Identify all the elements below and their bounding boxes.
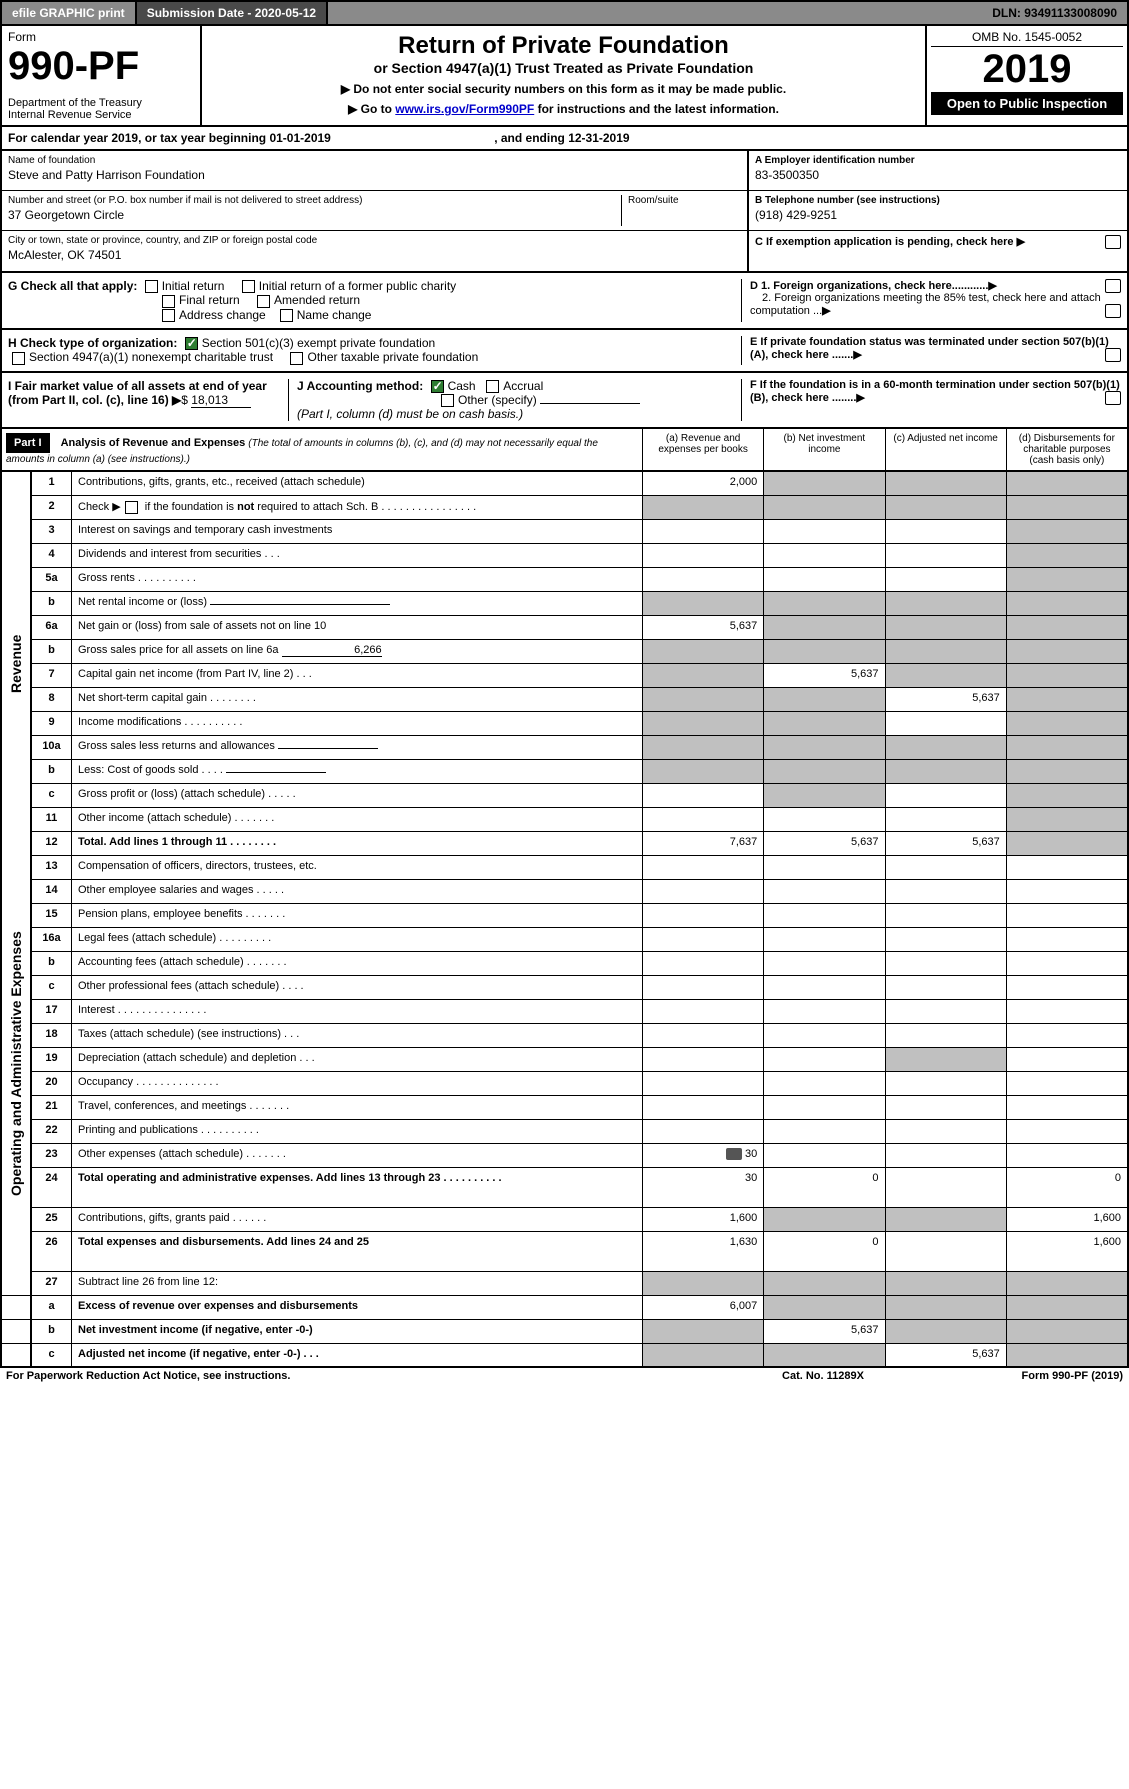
- cb-name[interactable]: [280, 309, 293, 322]
- expenses-side-label: Operating and Administrative Expenses: [0, 856, 30, 1272]
- col-d-hdr: (d) Disbursements for charitable purpose…: [1006, 429, 1127, 470]
- section-ij-row: I Fair market value of all assets at end…: [0, 373, 1129, 430]
- form-subtitle: or Section 4947(a)(1) Trust Treated as P…: [208, 60, 919, 76]
- cb-cash[interactable]: [431, 380, 444, 393]
- section-g-row: G Check all that apply: Initial return I…: [0, 273, 1129, 330]
- note2: ▶ Go to www.irs.gov/Form990PF for instru…: [208, 102, 919, 116]
- fmv-value: 18,013: [191, 393, 251, 408]
- dln-label: DLN: 93491133008090: [982, 2, 1127, 24]
- cb-initial-former[interactable]: [242, 280, 255, 293]
- cb-amended[interactable]: [257, 295, 270, 308]
- cb-d2[interactable]: [1105, 304, 1121, 318]
- form-title: Return of Private Foundation: [208, 32, 919, 60]
- calendar-year-row: For calendar year 2019, or tax year begi…: [0, 127, 1129, 151]
- tax-year: 2019: [931, 47, 1123, 92]
- col-c-hdr: (c) Adjusted net income: [885, 429, 1006, 470]
- form-title-block: Return of Private Foundation or Section …: [202, 26, 927, 125]
- irs-link[interactable]: www.irs.gov/Form990PF: [395, 102, 534, 116]
- cb-other-tax[interactable]: [290, 352, 303, 365]
- open-public: Open to Public Inspection: [931, 92, 1123, 115]
- cb-accrual[interactable]: [486, 380, 499, 393]
- spacer: [328, 2, 982, 24]
- col-b-hdr: (b) Net investment income: [763, 429, 884, 470]
- cb-d1[interactable]: [1105, 279, 1121, 293]
- revenue-side-label: Revenue: [0, 472, 30, 856]
- cb-schb[interactable]: [125, 501, 138, 514]
- form-header: Form 990-PF Department of the TreasuryIn…: [0, 26, 1129, 127]
- section-h-row: H Check type of organization: Section 50…: [0, 330, 1129, 373]
- efile-btn[interactable]: efile GRAPHIC print: [2, 2, 137, 24]
- page-footer: For Paperwork Reduction Act Notice, see …: [0, 1368, 1129, 1384]
- foundation-name-cell: Name of foundation Steve and Patty Harri…: [2, 151, 747, 191]
- form-label: Form: [8, 30, 194, 44]
- cat-no: Cat. No. 11289X: [723, 1370, 923, 1382]
- cb-4947[interactable]: [12, 352, 25, 365]
- cb-e[interactable]: [1105, 348, 1121, 362]
- paperwork-notice: For Paperwork Reduction Act Notice, see …: [6, 1370, 723, 1382]
- dept-label: Department of the TreasuryInternal Reven…: [8, 97, 194, 121]
- revenue-section: Revenue 1Contributions, gifts, grants, e…: [0, 472, 1129, 856]
- cb-other-method[interactable]: [441, 394, 454, 407]
- form-id-block: Form 990-PF Department of the TreasuryIn…: [2, 26, 202, 125]
- city-cell: City or town, state or province, country…: [2, 231, 747, 271]
- year-block: OMB No. 1545-0052 2019 Open to Public In…: [927, 26, 1127, 125]
- form-number: 990-PF: [8, 44, 194, 89]
- submission-btn[interactable]: Submission Date - 2020-05-12: [137, 2, 328, 24]
- expenses-section: Operating and Administrative Expenses 13…: [0, 856, 1129, 1272]
- ein-cell: A Employer identification number 83-3500…: [749, 151, 1127, 191]
- cb-final[interactable]: [162, 295, 175, 308]
- part1-header: Part I Analysis of Revenue and Expenses …: [0, 429, 1129, 472]
- exemption-cell: C If exemption application is pending, c…: [749, 231, 1127, 271]
- form-ref: Form 990-PF (2019): [923, 1370, 1123, 1382]
- checkbox-c[interactable]: [1105, 235, 1121, 249]
- top-bar: efile GRAPHIC print Submission Date - 20…: [0, 0, 1129, 26]
- cb-501c3[interactable]: [185, 337, 198, 350]
- cb-addr[interactable]: [162, 309, 175, 322]
- col-a-hdr: (a) Revenue and expenses per books: [642, 429, 763, 470]
- omb-label: OMB No. 1545-0052: [931, 30, 1123, 47]
- note1: ▶ Do not enter social security numbers o…: [208, 82, 919, 96]
- part1-badge: Part I: [6, 433, 50, 453]
- info-grid: Name of foundation Steve and Patty Harri…: [0, 151, 1129, 273]
- address-cell: Number and street (or P.O. box number if…: [2, 191, 747, 231]
- phone-cell: B Telephone number (see instructions) (9…: [749, 191, 1127, 231]
- cb-initial[interactable]: [145, 280, 158, 293]
- schedule-icon[interactable]: [726, 1148, 742, 1160]
- cb-f[interactable]: [1105, 391, 1121, 405]
